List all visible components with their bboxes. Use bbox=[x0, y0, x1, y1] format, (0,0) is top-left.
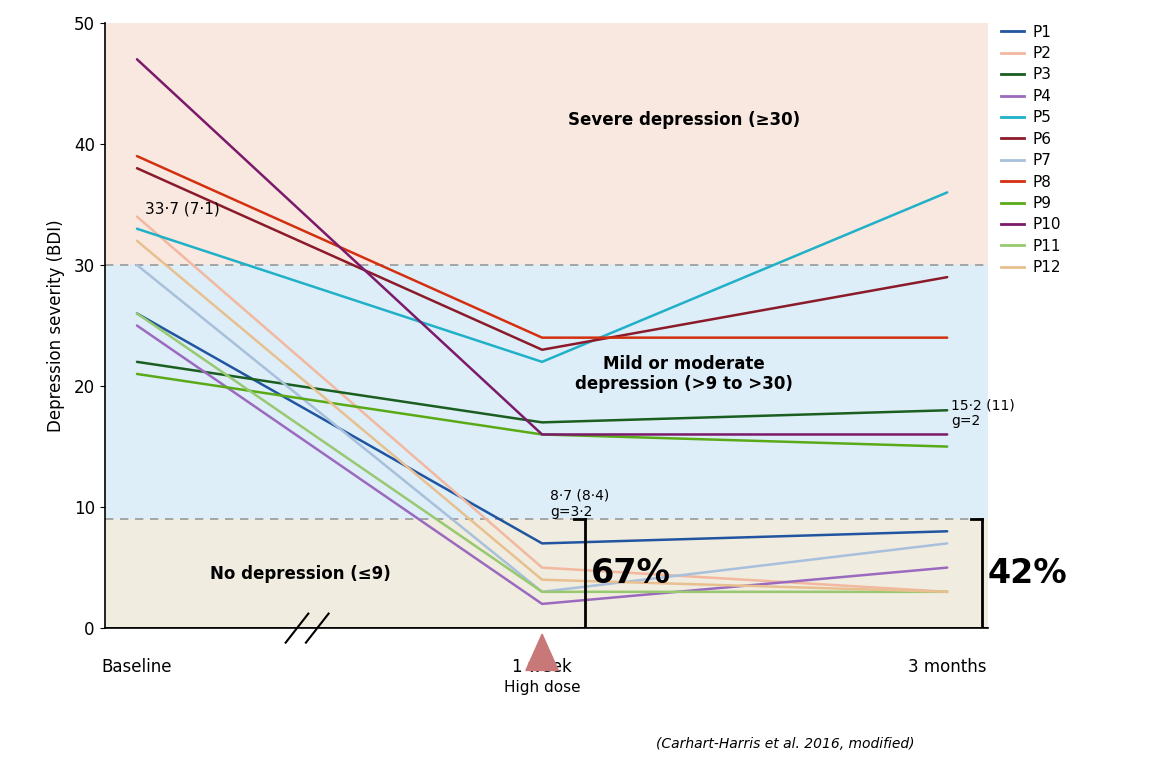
Text: 8·7 (8·4)
g=3·2: 8·7 (8·4) g=3·2 bbox=[550, 489, 609, 519]
Y-axis label: Depression severity (BDI): Depression severity (BDI) bbox=[48, 219, 65, 432]
Text: 15·2 (11)
g=2: 15·2 (11) g=2 bbox=[952, 398, 1014, 428]
Bar bbox=[105, 23, 988, 265]
Text: No depression (≤9): No depression (≤9) bbox=[210, 565, 390, 583]
Polygon shape bbox=[526, 634, 558, 670]
Text: 67%: 67% bbox=[590, 557, 670, 590]
Text: Mild or moderate
depression (>9 to >30): Mild or moderate depression (>9 to >30) bbox=[575, 355, 792, 394]
Text: Severe depression (≥30): Severe depression (≥30) bbox=[568, 111, 799, 129]
Text: 3 months: 3 months bbox=[908, 659, 987, 676]
Text: High dose: High dose bbox=[504, 680, 580, 696]
Text: 1 week: 1 week bbox=[512, 659, 572, 676]
Text: 33·7 (7·1): 33·7 (7·1) bbox=[145, 201, 220, 217]
Text: (Carhart-Harris et al. 2016, modified): (Carhart-Harris et al. 2016, modified) bbox=[655, 737, 914, 751]
Text: Baseline: Baseline bbox=[102, 659, 172, 676]
Bar bbox=[105, 265, 988, 519]
Legend: P1, P2, P3, P4, P5, P6, P7, P8, P9, P10, P11, P12: P1, P2, P3, P4, P5, P6, P7, P8, P9, P10,… bbox=[996, 18, 1067, 281]
Bar bbox=[105, 519, 988, 628]
Text: 42%: 42% bbox=[988, 557, 1068, 590]
